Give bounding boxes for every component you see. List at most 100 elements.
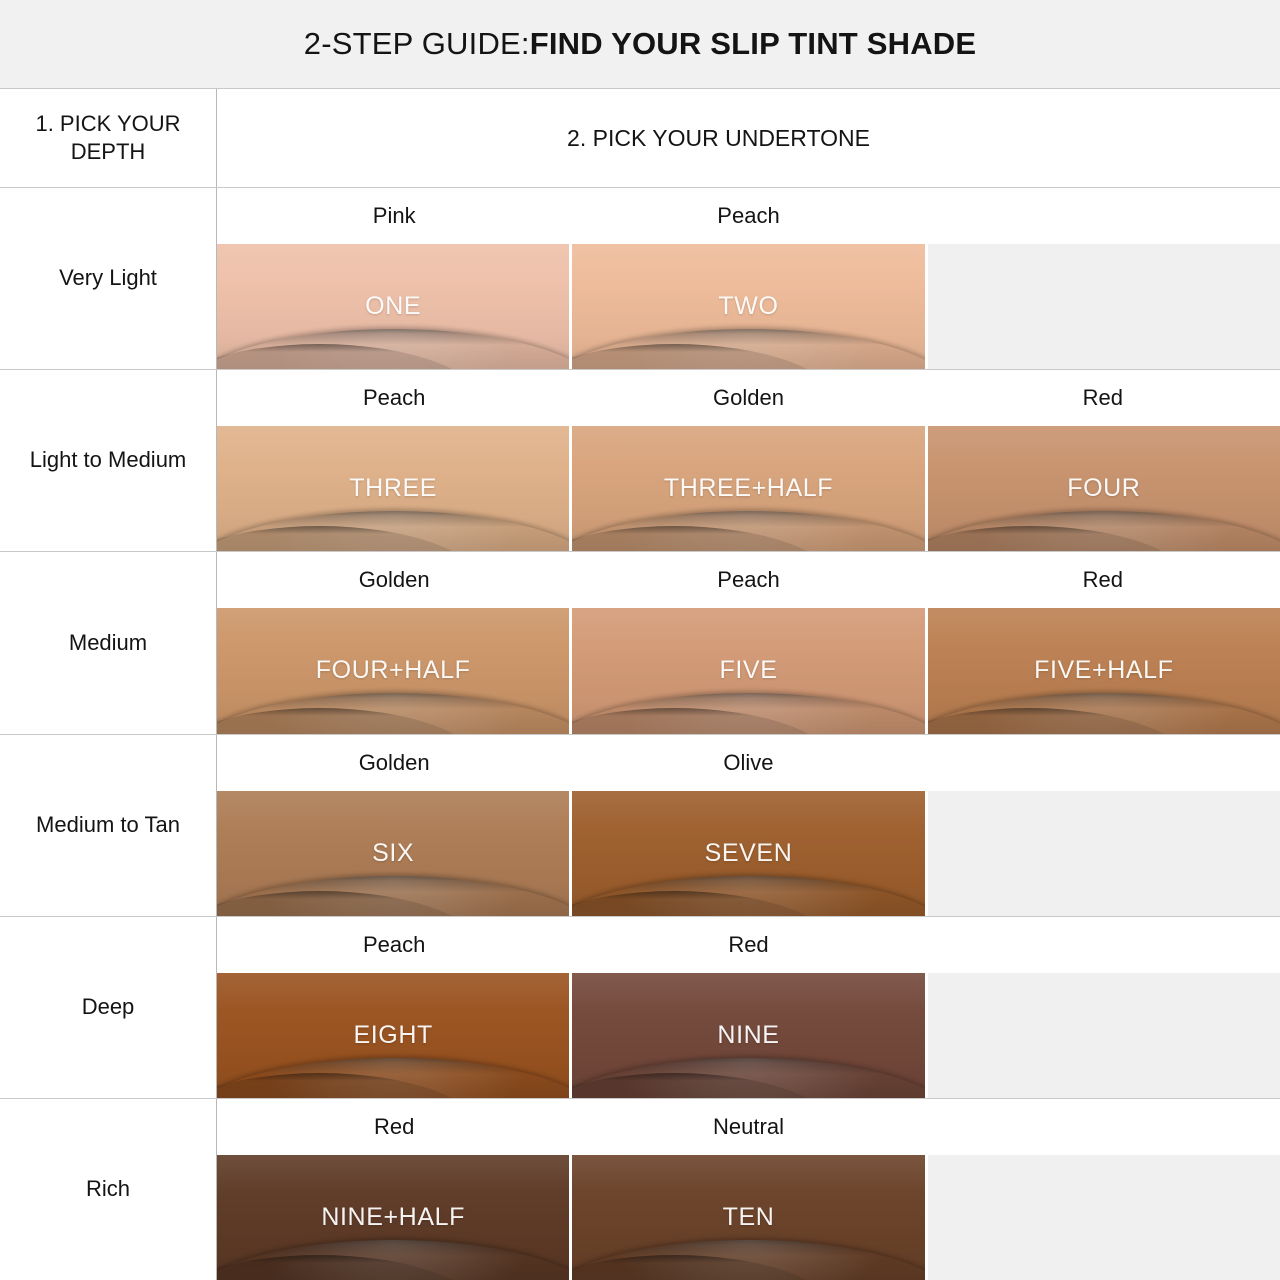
swatch-cell[interactable]: THREE (217, 426, 573, 552)
swatch-strip: SIX SEVEN (217, 790, 1280, 916)
swatch-color-fill (572, 1154, 925, 1280)
undertone-label: Pink (217, 188, 572, 244)
undertone-header-strip: Golden Peach Red (217, 552, 1280, 609)
swatch-color-fill (572, 608, 925, 734)
undertone-label: Red (925, 552, 1280, 609)
swatch-strip: THREE THREE+HALF FOUR (217, 426, 1280, 552)
depth-row: Rich Red Neutral NINE+HALF TEN (0, 1098, 1280, 1280)
depth-row: Deep Peach Red EIGHT NINE (0, 916, 1280, 1099)
undertone-label-empty (925, 188, 1280, 244)
swatch-color-fill (572, 790, 925, 916)
undertone-header-strip: Golden Olive (217, 734, 1280, 791)
swatch-cell[interactable]: NINE (572, 972, 928, 1098)
swatch-color-fill (217, 244, 570, 370)
title-lead: 2-STEP GUIDE: (303, 26, 530, 61)
step-2-header: 2. PICK YOUR UNDERTONE (567, 124, 870, 151)
swatch-cell[interactable]: NINE+HALF (217, 1154, 573, 1280)
swatch-cell-empty (927, 244, 1280, 370)
swatch-strip: EIGHT NINE (217, 972, 1280, 1098)
depth-row: Light to Medium Peach Golden Red THREE THREE+… (0, 370, 1280, 553)
row-content: Red Neutral NINE+HALF TEN (217, 1098, 1280, 1280)
undertone-header-strip: Peach Red (217, 916, 1280, 973)
undertone-label: Red (925, 370, 1280, 427)
swatch-cell-empty (927, 1154, 1280, 1280)
step-1-header: 1. PICK YOUR DEPTH (0, 89, 217, 187)
undertone-label: Peach (571, 188, 926, 244)
shade-name: SEVEN (704, 838, 793, 867)
undertone-label: Olive (571, 734, 926, 791)
depth-label: Light to Medium (0, 370, 217, 552)
chart-title-bar: 2-STEP GUIDE:FIND YOUR SLIP TINT SHADE (0, 0, 1280, 89)
row-content: Golden Olive SIX SEVEN (217, 734, 1280, 916)
undertone-label: Peach (217, 370, 572, 427)
swatch-color-fill (217, 1154, 570, 1280)
swatch-cell[interactable]: ONE (217, 244, 573, 370)
shade-name: FOUR+HALF (315, 656, 471, 685)
shade-name: ONE (365, 292, 422, 321)
swatch-cell[interactable]: FOUR (927, 426, 1280, 552)
swatch-cell[interactable]: THREE+HALF (572, 426, 928, 552)
swatch-cell-empty (927, 790, 1280, 916)
row-content: Peach Golden Red THREE THREE+HALF FOUR (217, 370, 1280, 552)
swatch-cell[interactable]: TWO (572, 244, 928, 370)
shade-name: FIVE+HALF (1034, 656, 1174, 685)
swatch-color-fill (217, 790, 570, 916)
shade-name: NINE (717, 1020, 780, 1049)
undertone-label: Red (571, 916, 926, 973)
depth-row: Medium Golden Peach Red FOUR+HALF FIVE FIVE+HA… (0, 552, 1280, 735)
depth-label: Rich (0, 1098, 217, 1280)
undertone-header-strip: Peach Golden Red (217, 370, 1280, 427)
swatch-cell[interactable]: TEN (572, 1154, 928, 1280)
shade-name: THREE+HALF (663, 474, 834, 503)
swatch-color-fill (927, 608, 1280, 734)
depth-label: Deep (0, 916, 217, 1098)
swatch-cell[interactable]: FOUR+HALF (217, 608, 573, 734)
swatch-color-fill (572, 426, 925, 552)
undertone-label-empty (925, 1098, 1280, 1155)
swatch-cell[interactable]: SEVEN (572, 790, 928, 916)
depth-row: Medium to Tan Golden Olive SIX SEVEN (0, 734, 1280, 917)
undertone-label: Peach (571, 552, 926, 609)
undertone-label: Red (217, 1098, 572, 1155)
undertone-header-strip: Red Neutral (217, 1098, 1280, 1155)
undertone-label: Neutral (571, 1098, 926, 1155)
row-content: Pink Peach ONE TWO (217, 188, 1280, 370)
shade-name: TWO (718, 292, 779, 321)
depth-label: Medium (0, 552, 217, 734)
page-title: 2-STEP GUIDE:FIND YOUR SLIP TINT SHADE (304, 26, 977, 62)
swatch-cell[interactable]: FIVE (572, 608, 928, 734)
swatch-color-fill (217, 608, 570, 734)
swatch-color-fill (217, 972, 570, 1098)
swatch-color-fill (572, 972, 925, 1098)
swatch-cell-empty (927, 972, 1280, 1098)
undertone-header-strip: Pink Peach (217, 188, 1280, 244)
swatch-strip: NINE+HALF TEN (217, 1154, 1280, 1280)
row-content: Golden Peach Red FOUR+HALF FIVE FIVE+HALF (217, 552, 1280, 734)
shade-name: FIVE (719, 656, 778, 685)
swatch-strip: FOUR+HALF FIVE FIVE+HALF (217, 608, 1280, 734)
undertone-label-empty (925, 916, 1280, 973)
swatch-color-fill (927, 426, 1280, 552)
swatch-color-fill (217, 426, 570, 552)
shade-name: NINE+HALF (321, 1202, 465, 1231)
undertone-label: Golden (217, 734, 572, 791)
undertone-label: Golden (217, 552, 572, 609)
row-content: Peach Red EIGHT NINE (217, 916, 1280, 1098)
shade-name: SIX (372, 838, 415, 867)
swatch-cell[interactable]: SIX (217, 790, 573, 916)
undertone-label: Peach (217, 916, 572, 973)
shade-grid: Very Light Pink Peach ONE TWO Light to Medium… (0, 188, 1280, 1280)
swatch-strip: ONE TWO (217, 244, 1280, 370)
depth-row: Very Light Pink Peach ONE TWO (0, 188, 1280, 371)
swatch-color-fill (572, 244, 925, 370)
depth-label: Very Light (0, 188, 217, 370)
shade-name: TEN (722, 1202, 775, 1231)
swatch-cell[interactable]: FIVE+HALF (927, 608, 1280, 734)
depth-label: Medium to Tan (0, 734, 217, 916)
step-header-row: 1. PICK YOUR DEPTH 2. PICK YOUR UNDERTON… (0, 89, 1280, 188)
title-emphasis: FIND YOUR SLIP TINT SHADE (529, 26, 977, 61)
undertone-label: Golden (571, 370, 926, 427)
undertone-label-empty (925, 734, 1280, 791)
swatch-cell[interactable]: EIGHT (217, 972, 573, 1098)
